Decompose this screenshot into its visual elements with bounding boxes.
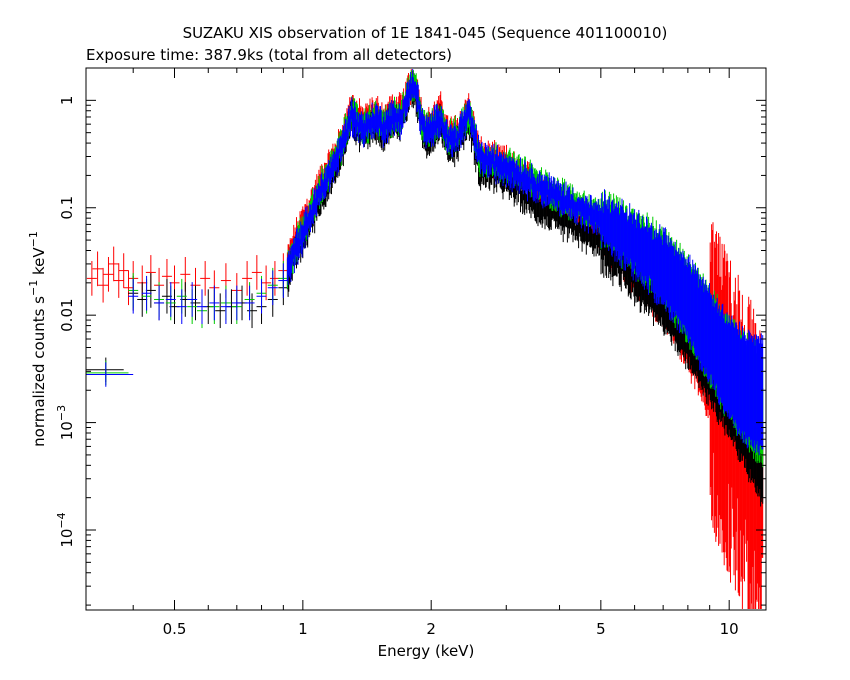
x-axis: 0.5 1 2 5 10 xyxy=(132,68,739,638)
x-tick-label: 2 xyxy=(426,620,436,638)
y-tick-label-base: 10 xyxy=(58,421,76,440)
y-tick-label-base: 1 xyxy=(58,96,76,106)
chart-subtitle: Exposure time: 387.9ks (total from all d… xyxy=(86,46,452,64)
x-tick-label: 5 xyxy=(596,620,606,638)
x-tick-label: 0.5 xyxy=(163,620,187,638)
y-tick-label: 10−3 xyxy=(55,405,76,440)
y-axis-label-mid: keV xyxy=(30,247,48,280)
x-tick-label: 1 xyxy=(298,620,308,638)
y-tick-label-exp: −4 xyxy=(55,512,68,528)
y-tick-label-base: 0.1 xyxy=(58,196,76,220)
y-axis: 10.10.0110−310−4 xyxy=(55,67,766,606)
plot-area: 0.5 1 2 5 10 10.10.0110−310−4 xyxy=(55,67,767,638)
series-3 xyxy=(128,69,764,456)
y-tick-label-base: 0.01 xyxy=(58,298,76,331)
y-axis-label-base: normalized counts s xyxy=(30,296,48,447)
y-axis-label-sup2: −1 xyxy=(27,231,40,247)
chart-title: SUZAKU XIS observation of 1E 1841-045 (S… xyxy=(183,24,668,42)
y-tick-label: 1 xyxy=(58,96,76,106)
y-tick-label-exp: −3 xyxy=(55,405,68,421)
isolated-points xyxy=(86,357,134,387)
x-tick-label: 10 xyxy=(720,620,739,638)
y-tick-label: 0.1 xyxy=(58,196,76,220)
series-layer xyxy=(86,69,764,609)
y-axis-label-sup1: −1 xyxy=(27,280,40,296)
y-tick-label-base: 10 xyxy=(58,529,76,548)
y-tick-label: 10−4 xyxy=(55,512,76,547)
series-0 xyxy=(86,69,764,609)
y-axis-label: normalized counts s−1 keV−1 xyxy=(27,231,48,447)
y-tick-label: 0.01 xyxy=(58,298,76,331)
x-axis-label: Energy (keV) xyxy=(378,642,475,660)
